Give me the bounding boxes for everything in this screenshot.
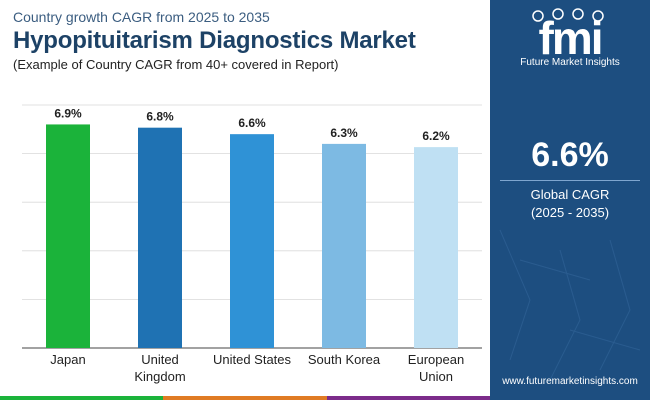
global-cagr-period: (2025 - 2035) (530, 205, 610, 220)
sidebar-panel: fmi Future Market Insights 6.6% Global C… (490, 0, 650, 400)
logo-icons (532, 8, 604, 22)
global-cagr-value: 6.6% (531, 136, 609, 174)
chart-header: Country growth CAGR from 2025 to 2035 Hy… (0, 0, 490, 90)
bar-chart-svg: 6.9% 6.8% 6.6% 6.3% 6.2% (22, 104, 482, 349)
bottom-bar-green (0, 396, 164, 400)
chart-note: (Example of Country CAGR from 40+ covere… (13, 57, 339, 72)
category-label: Japan (50, 352, 86, 367)
bottom-bar-orange (163, 396, 327, 400)
global-cagr-label: Global CAGR (530, 187, 610, 202)
chart-title: Hypopituitarism Diagnostics Market (13, 27, 416, 54)
data-label: 6.8% (146, 110, 174, 124)
bar-united-kingdom (138, 127, 182, 349)
logo-text: Future Market Insights (520, 57, 620, 68)
data-label: 6.3% (330, 126, 358, 140)
bar-chart: 6.9% 6.8% 6.6% 6.3% 6.2% Japan United Kingdom… (0, 95, 490, 400)
data-label: 6.9% (54, 106, 82, 120)
chart-subtitle: Country growth CAGR from 2025 to 2035 (13, 9, 270, 25)
sidebar-texture (499, 229, 641, 381)
category-label: European Union (407, 352, 465, 384)
category-label: South Korea (307, 352, 381, 367)
category-label: United States (212, 352, 292, 367)
website-url[interactable]: www.futuremarketinsights.com (502, 376, 638, 387)
sidebar-divider (500, 180, 640, 181)
bottom-color-bar (0, 396, 490, 400)
svg-text:fmi: fmi (539, 12, 602, 64)
data-label: 6.2% (422, 129, 450, 143)
bottom-bar-purple (326, 396, 490, 400)
fmi-logo: fmi (532, 8, 604, 64)
bar-south-korea (322, 143, 366, 348)
data-label: 6.6% (238, 116, 266, 130)
bar-united-states (230, 134, 274, 348)
bar-japan (46, 124, 90, 348)
bar-european-union (414, 147, 458, 348)
category-label: United Kingdom (134, 352, 186, 384)
